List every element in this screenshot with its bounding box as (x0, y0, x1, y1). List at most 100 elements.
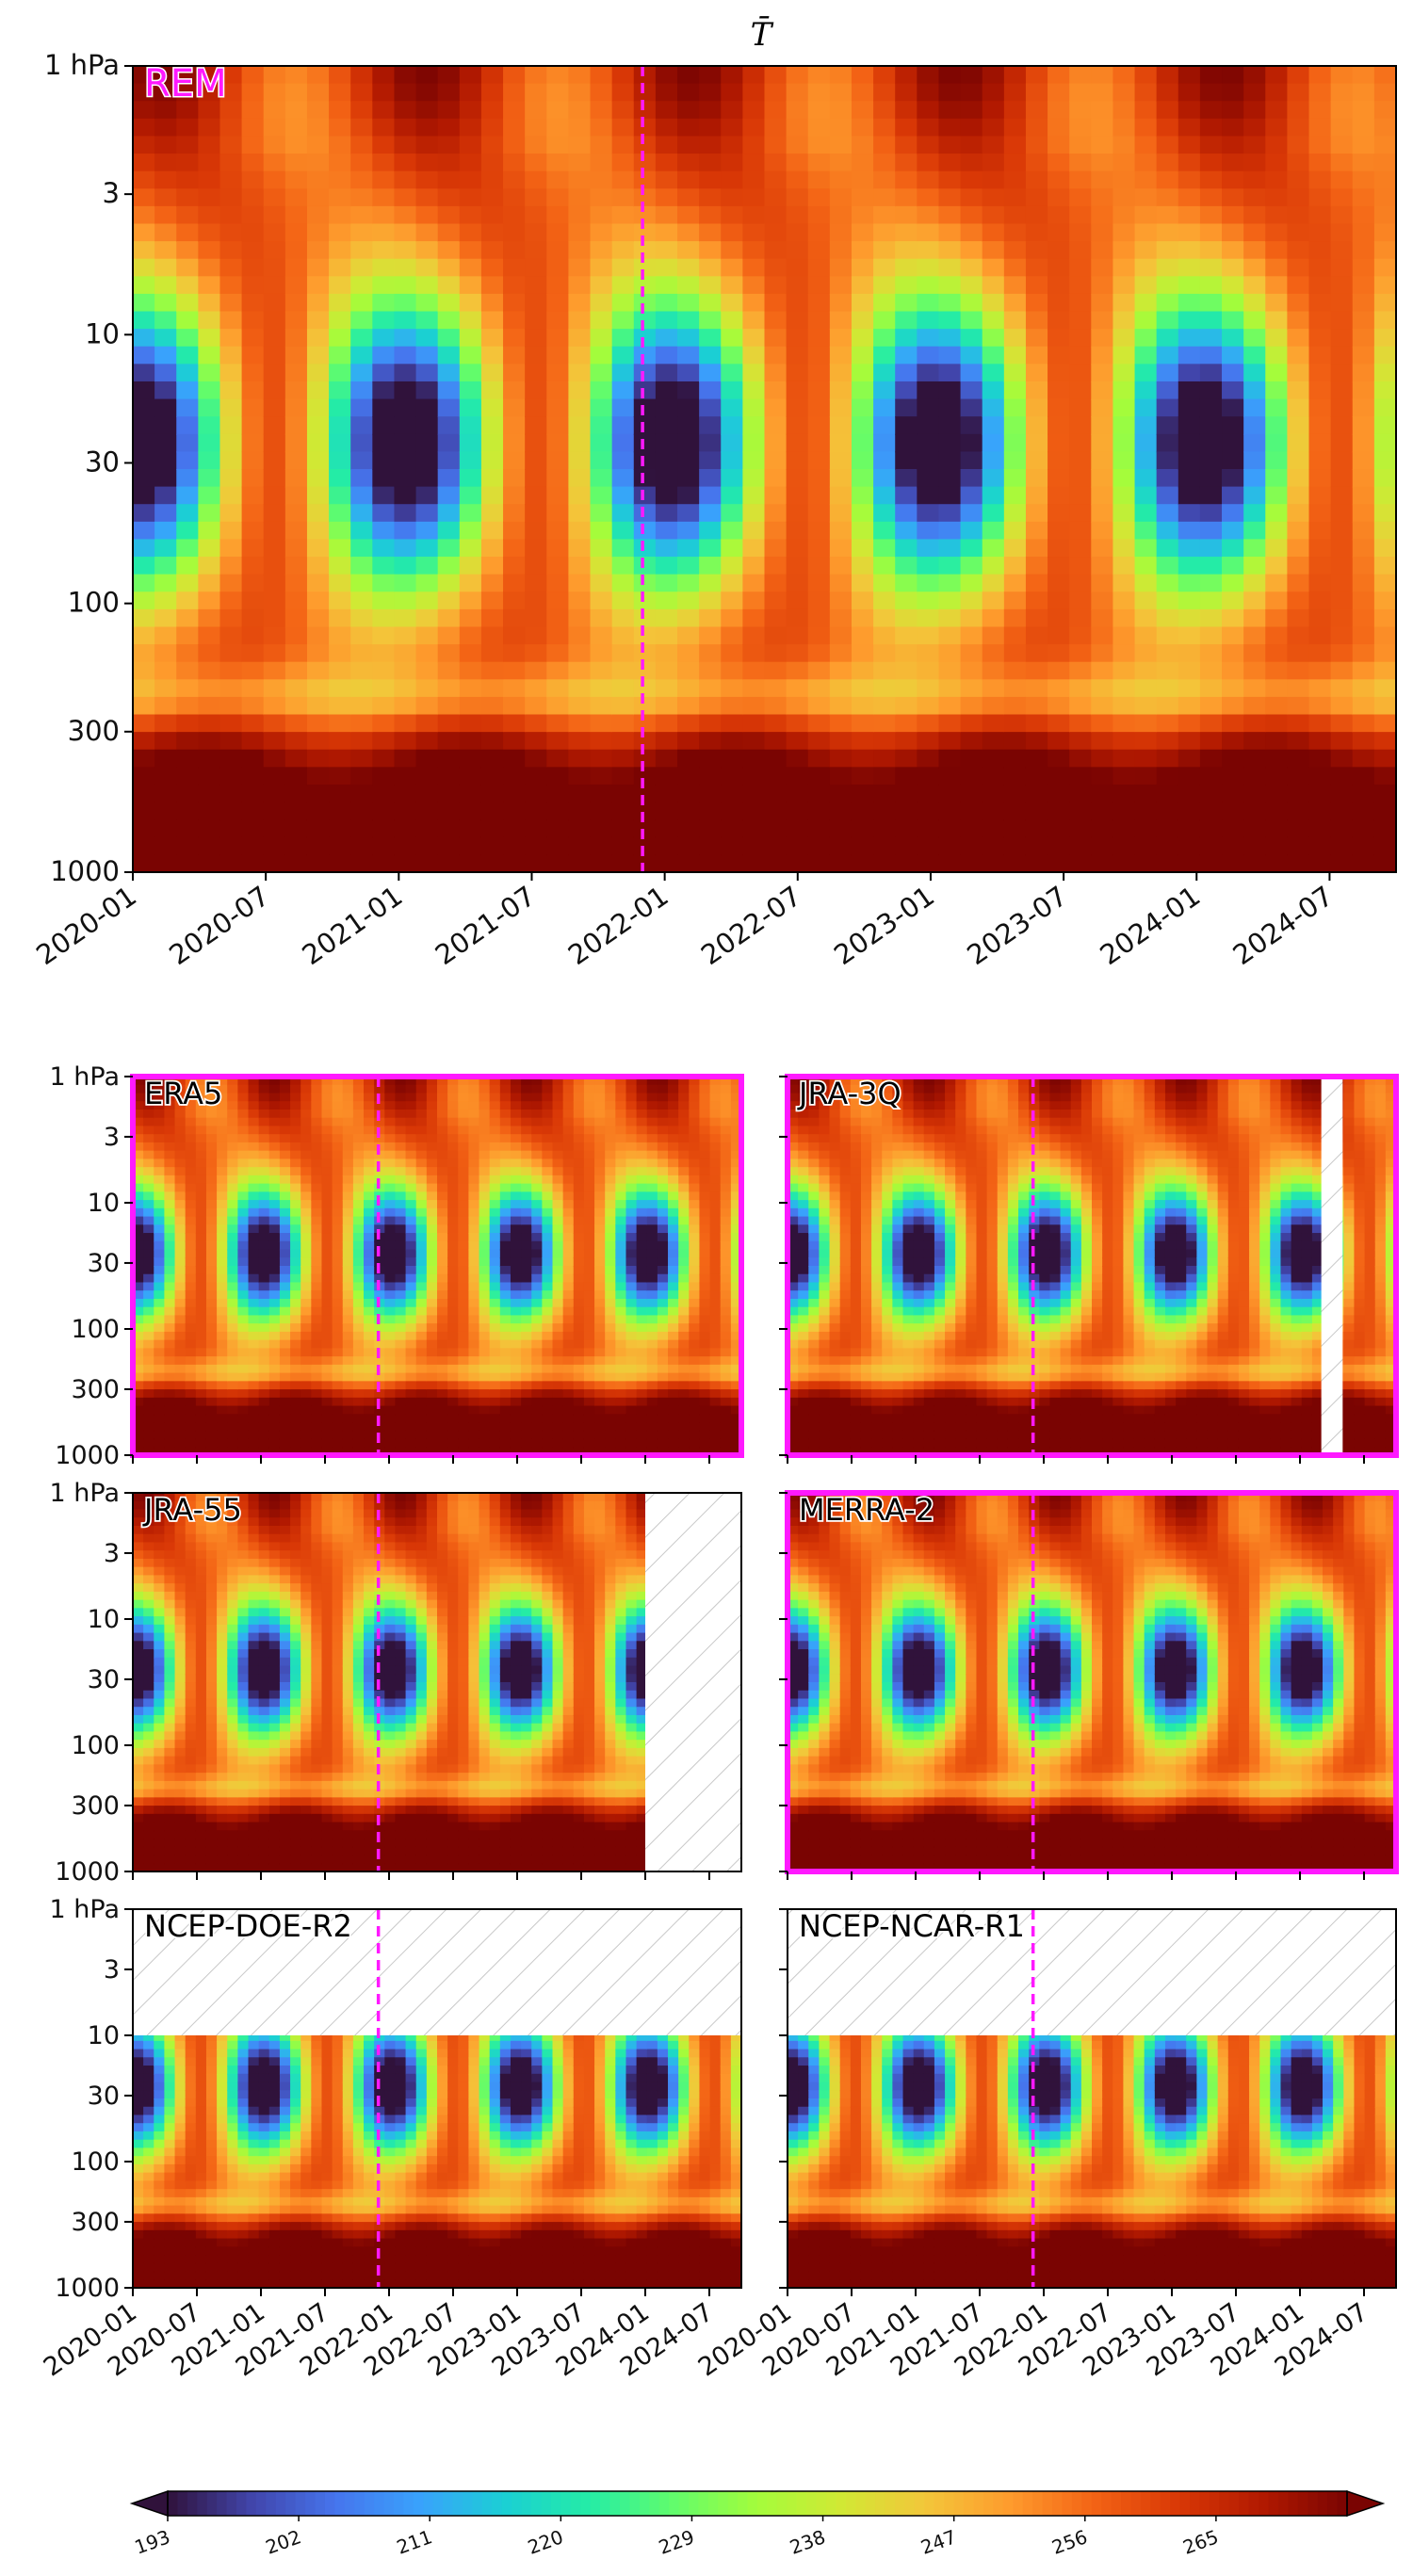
heatmap-cell (350, 504, 374, 523)
heatmap-cell (594, 1372, 607, 1383)
heatmap-cell (699, 679, 723, 698)
heatmap-cell (364, 1381, 376, 1390)
heatmap-cell (185, 1306, 197, 1317)
heatmap-cell (395, 1084, 407, 1094)
heatmap-cell (742, 241, 766, 260)
heatmap-cell (895, 241, 918, 260)
heatmap-cell (633, 819, 657, 838)
heatmap-cell (395, 1150, 407, 1160)
heatmap-cell (829, 557, 853, 575)
heatmap-cell (636, 1339, 648, 1350)
heatmap-cell (143, 1150, 155, 1160)
heatmap-cell (851, 416, 874, 435)
heatmap-cell (284, 539, 308, 558)
heatmap-cell (217, 1298, 229, 1308)
heatmap-cell (426, 1191, 438, 1201)
heatmap-cell (1352, 364, 1375, 382)
heatmap-cell (133, 591, 156, 610)
heatmap-cell (290, 1273, 302, 1284)
heatmap-cell (1069, 557, 1093, 575)
heatmap-cell (1156, 521, 1179, 541)
heatmap-cell (605, 1200, 617, 1209)
heatmap-cell (321, 1175, 333, 1185)
heatmap-cell (395, 1447, 407, 1456)
heatmap-cell (468, 1191, 480, 1201)
heatmap-cell (1134, 205, 1158, 225)
heatmap-cell (982, 802, 1005, 821)
heatmap-cell (611, 170, 635, 190)
heatmap-cell (829, 784, 853, 803)
heatmap-cell (1199, 416, 1223, 435)
heatmap-cell (568, 591, 592, 610)
heatmap-cell (205, 1134, 219, 1143)
heatmap-cell (1352, 486, 1375, 506)
heatmap-cell (1330, 258, 1354, 278)
heatmap-cell (742, 696, 766, 716)
heatmap-cell (615, 1191, 627, 1201)
heatmap-cell (405, 1381, 417, 1390)
heatmap-cell (258, 1273, 270, 1284)
heatmap-cell (1199, 626, 1223, 645)
heatmap-cell (437, 1447, 449, 1456)
heatmap-cell (615, 1447, 627, 1456)
heatmap-cell (1113, 293, 1136, 313)
heatmap-cell (851, 521, 874, 541)
heatmap-cell (807, 170, 831, 190)
heatmap-cell (895, 154, 918, 172)
heatmap-cell (321, 1414, 333, 1423)
heatmap-cell (1156, 486, 1179, 506)
heatmap-cell (636, 1290, 648, 1300)
heatmap-cell (426, 1348, 438, 1358)
heatmap-cell (1352, 241, 1375, 260)
heatmap-cell (1069, 170, 1093, 190)
x-tick-label: 2024-07 (1227, 880, 1340, 971)
heatmap-cell (521, 1323, 533, 1333)
heatmap-cell (227, 1364, 239, 1374)
heatmap-cell (590, 241, 613, 260)
heatmap-cell (562, 1134, 575, 1143)
heatmap-cell (594, 1430, 607, 1440)
heatmap-cell (227, 1306, 239, 1317)
heatmap-cell (237, 1233, 250, 1242)
heatmap-cell (1048, 154, 1071, 172)
heatmap-cell (552, 1101, 564, 1110)
heatmap-cell (873, 819, 897, 838)
heatmap-cell (573, 1233, 585, 1242)
heatmap-cell (176, 170, 200, 190)
heatmap-cell (503, 258, 527, 278)
heatmap-cell (1308, 223, 1332, 242)
heatmap-cell (352, 1348, 365, 1358)
heatmap-cell (636, 1273, 648, 1284)
heatmap-cell (510, 1240, 523, 1251)
heatmap-cell (1156, 276, 1179, 295)
heatmap-cell (447, 1290, 460, 1300)
heatmap-cell (176, 591, 200, 610)
heatmap-cell (721, 854, 744, 873)
heatmap-cell (480, 557, 504, 575)
heatmap-cell (1113, 557, 1136, 575)
heatmap-cell (237, 1126, 250, 1136)
heatmap-cell (1156, 679, 1179, 698)
heatmap-cell (133, 205, 156, 225)
heatmap-cell (525, 802, 548, 821)
heatmap-cell (1134, 258, 1158, 278)
heatmap-cell (615, 1150, 627, 1160)
heatmap-cell (1308, 644, 1332, 663)
heatmap-cell (1025, 574, 1048, 593)
heatmap-cell (415, 1266, 428, 1275)
heatmap-cell (699, 154, 723, 172)
heatmap-cell (459, 732, 482, 751)
heatmap-cell (1352, 154, 1375, 172)
heatmap-cell (960, 749, 983, 769)
heatmap-cell (510, 1158, 523, 1169)
heatmap-cell (300, 1405, 313, 1416)
heatmap-cell (133, 1207, 145, 1218)
heatmap-cell (1243, 101, 1267, 120)
heatmap-cell (1113, 732, 1136, 751)
heatmap-cell (372, 170, 396, 190)
heatmap-cell (742, 486, 766, 506)
heatmap-cell (521, 1282, 533, 1292)
heatmap-cell (1287, 329, 1310, 348)
heatmap-cell (851, 433, 874, 453)
heatmap-cell (1048, 205, 1071, 225)
